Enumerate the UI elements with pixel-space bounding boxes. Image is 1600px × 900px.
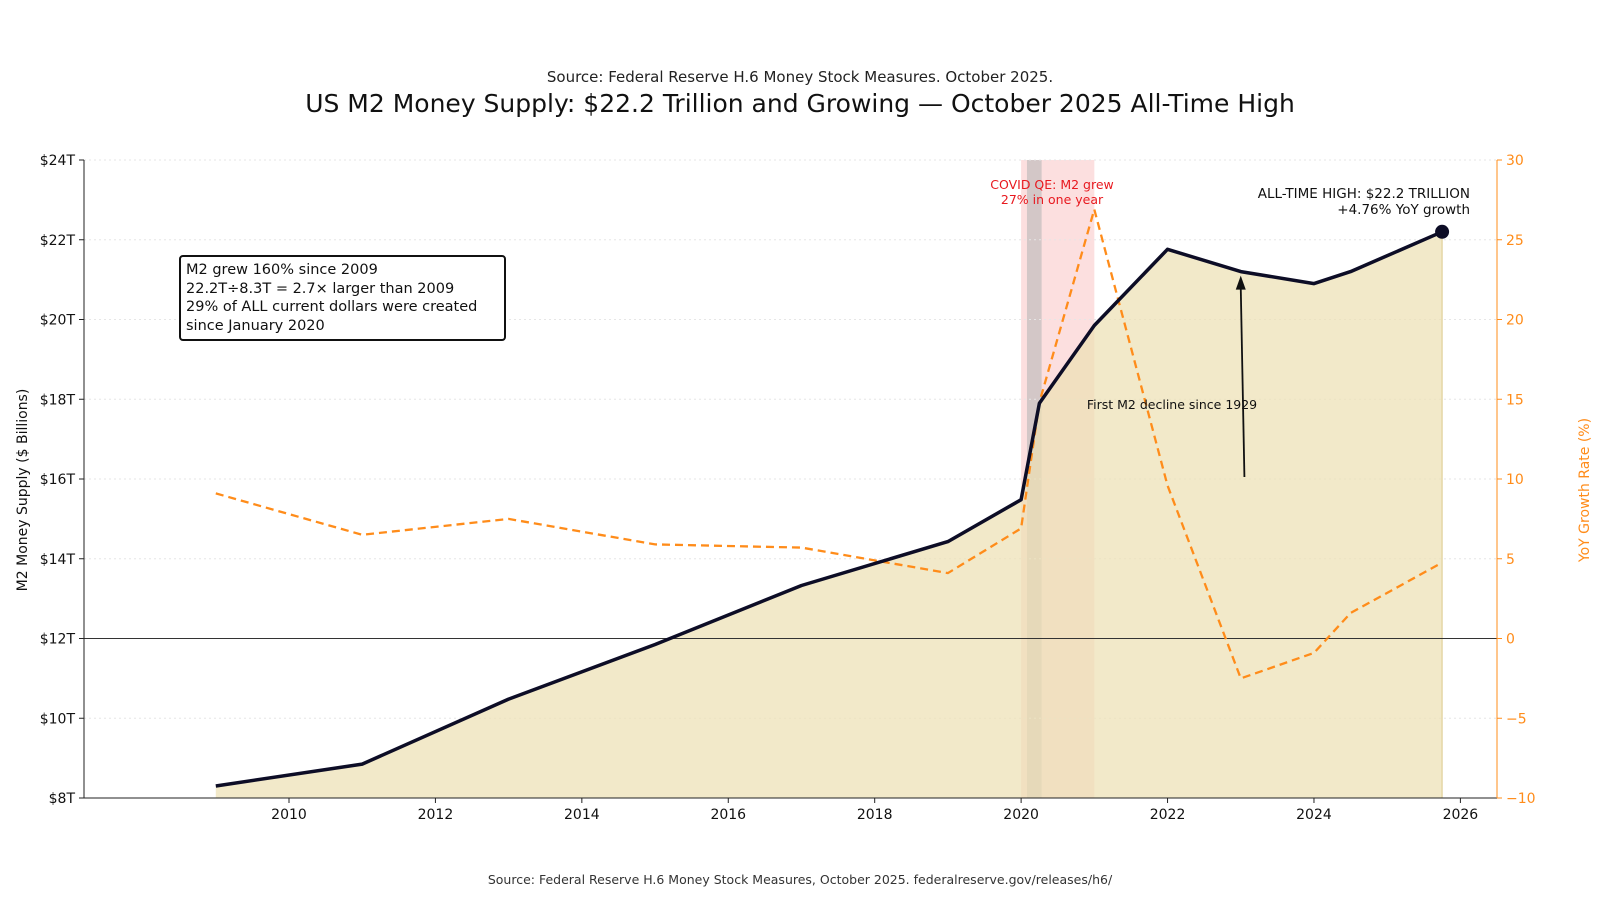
info-line: 29% of ALL current dollars were created [186, 299, 478, 315]
y-tick-label: $10T [40, 711, 76, 727]
chart-subtitle: Source: Federal Reserve H.6 Money Stock … [546, 68, 1054, 86]
all-time-high-annotation: ALL-TIME HIGH: $22.2 TRILLION +4.76% YoY… [1258, 186, 1470, 218]
x-axis-ticks: 2010 2012 2014 2016 2018 2020 2022 2024 2026 [271, 798, 1478, 823]
m2-series [215, 230, 1443, 788]
y2-tick-label: −10 [1506, 791, 1536, 807]
decline-annotation: First M2 decline since 1929 [1086, 397, 1258, 412]
y2-tick-label: 30 [1506, 153, 1524, 169]
y-tick-label: $18T [40, 392, 76, 408]
y-tick-label: $20T [40, 313, 76, 329]
decline-arrow [1235, 275, 1246, 478]
arrow-shaft [1239, 287, 1246, 478]
summary-info-box: M2 grew 160% since 2009 22.2T÷8.3T = 2.7… [179, 255, 506, 341]
all-time-high-point [1435, 224, 1450, 239]
y2-tick-label: 20 [1506, 313, 1524, 329]
m2-area-fill [215, 231, 1443, 799]
y-tick-label: $8T [49, 791, 76, 807]
covid-annotation: COVID QE: M2 grew 27% in one year [990, 177, 1114, 207]
m2-area [215, 231, 1443, 799]
x-tick-label: 2010 [271, 807, 307, 823]
right-y-axis-ticks: −10 −5 0 5 10 15 20 25 30 [1497, 153, 1536, 807]
all-time-high-marker [1435, 224, 1450, 239]
y2-tick-label: 15 [1506, 392, 1524, 408]
chart-title: US M2 Money Supply: $22.2 Trillion and G… [305, 89, 1295, 118]
x-tick-label: 2012 [418, 807, 454, 823]
x-tick-label: 2026 [1443, 807, 1479, 823]
chart-footer-source: Source: Federal Reserve H.6 Money Stock … [487, 872, 1113, 887]
ath-annotation-line: +4.76% YoY growth [1337, 202, 1470, 218]
right-y-axis-label: YoY Growth Rate (%) [1577, 417, 1593, 563]
ath-annotation-line: ALL-TIME HIGH: $22.2 TRILLION [1257, 186, 1470, 202]
x-tick-label: 2018 [857, 807, 893, 823]
y2-tick-label: 10 [1506, 472, 1524, 488]
m2-line [215, 230, 1443, 788]
info-line: M2 grew 160% since 2009 [186, 262, 378, 278]
covid-annotation-line: COVID QE: M2 grew [990, 177, 1114, 192]
y2-tick-label: 25 [1506, 233, 1524, 249]
y-tick-label: $12T [40, 632, 76, 648]
x-tick-label: 2022 [1150, 807, 1186, 823]
left-y-axis-label: M2 Money Supply ($ Billions) [15, 388, 31, 592]
y2-tick-label: −5 [1506, 711, 1527, 727]
y-tick-label: $16T [40, 472, 76, 488]
x-tick-label: 2020 [1003, 807, 1039, 823]
info-line: since January 2020 [186, 317, 325, 334]
y-tick-label: $22T [40, 233, 76, 249]
y-tick-label: $14T [40, 552, 76, 568]
arrow-head [1235, 275, 1246, 290]
y-tick-label: $24T [40, 153, 76, 169]
x-tick-label: 2014 [564, 807, 600, 823]
y2-tick-label: 5 [1506, 552, 1515, 568]
x-tick-label: 2016 [710, 807, 746, 823]
y2-tick-label: 0 [1506, 632, 1515, 648]
covid-annotation-line: 27% in one year [1000, 192, 1104, 207]
left-y-axis-ticks: $8T $10T $12T $14T $16T $18T $20T $22T $24T [40, 153, 84, 807]
x-tick-label: 2024 [1296, 807, 1332, 823]
info-line: 22.2T÷8.3T = 2.7× larger than 2009 [186, 280, 455, 297]
